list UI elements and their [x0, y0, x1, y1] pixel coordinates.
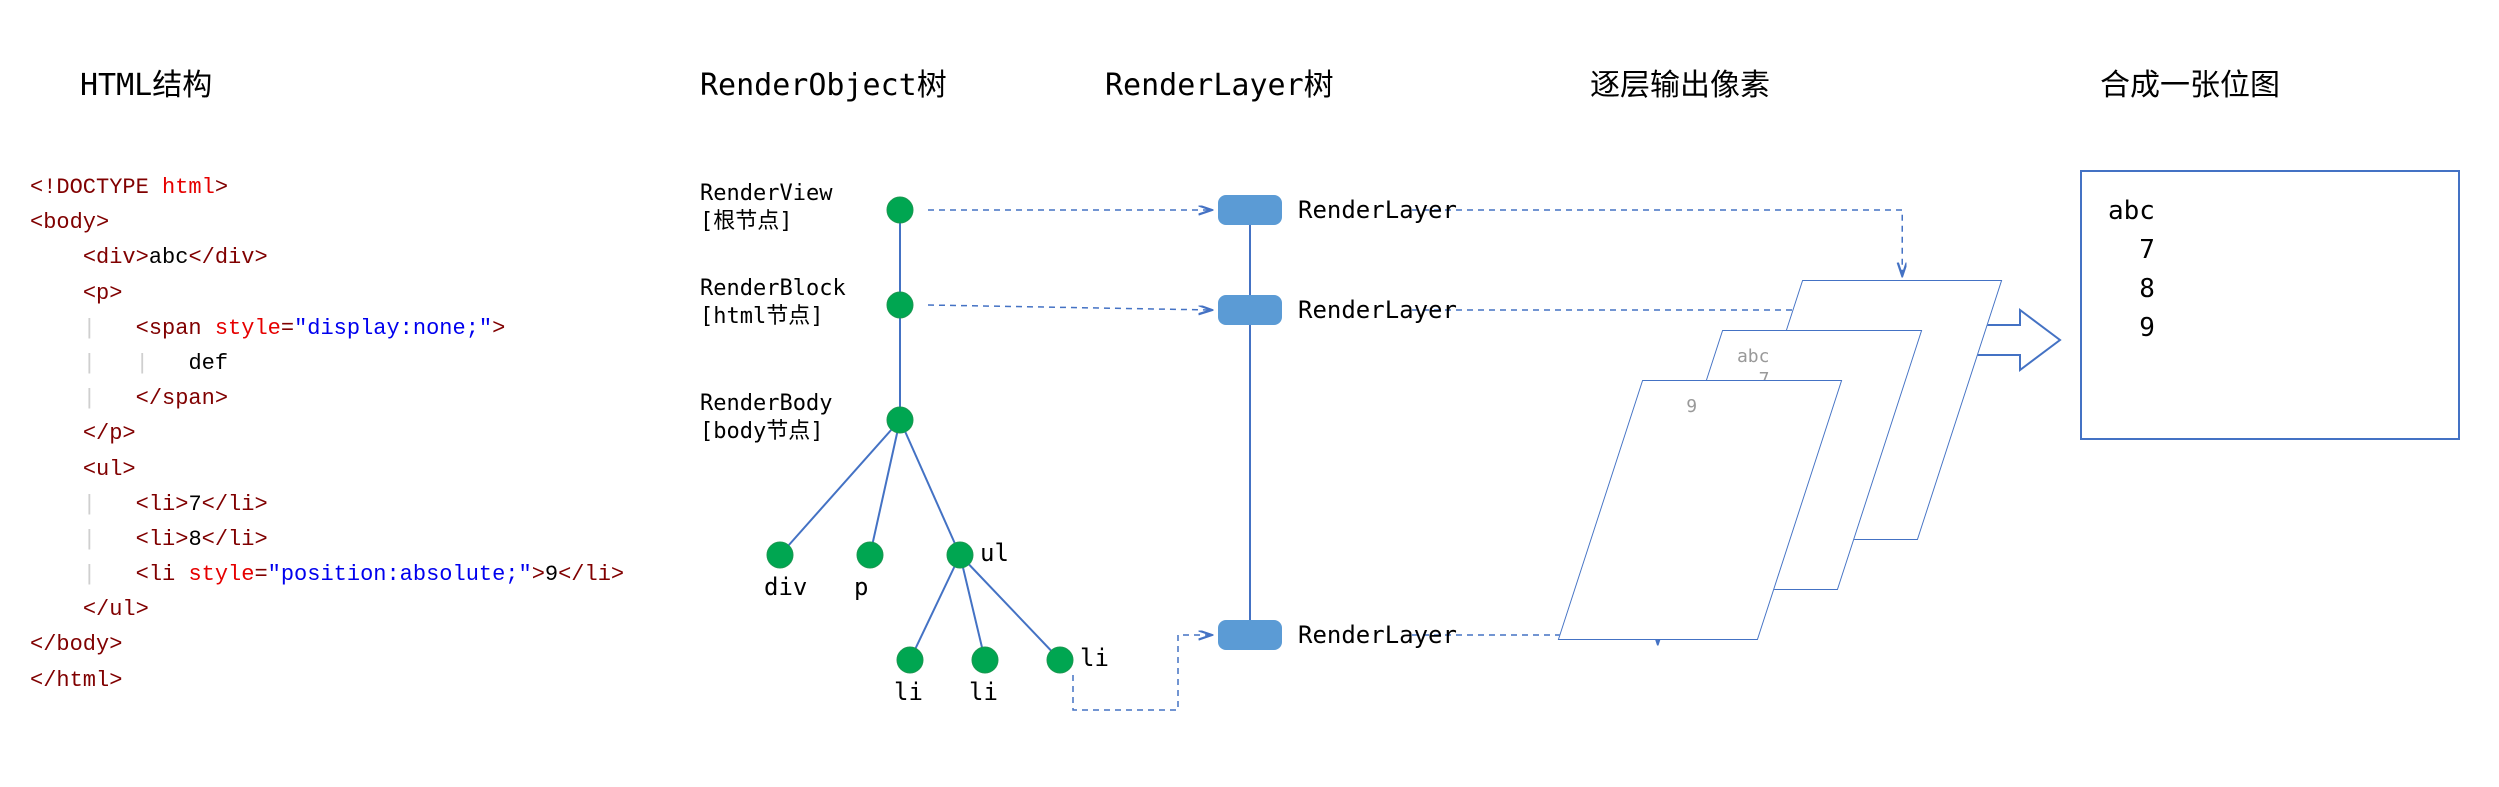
render-object-node-label: li [894, 678, 923, 706]
render-object-node-desc: RenderView [根节点] [700, 180, 832, 235]
render-object-node-label: li [969, 678, 998, 706]
render-layer-label: RenderLayer [1298, 621, 1457, 649]
render-object-node-desc: RenderBlock [html节点] [700, 275, 846, 330]
diagram-stage: HTML结构 RenderObject树 RenderLayer树 逐层输出像素… [0, 0, 2499, 787]
render-object-node-label: div [764, 573, 807, 601]
render-layer-label: RenderLayer [1298, 196, 1457, 224]
render-object-node-desc: RenderBody [body节点] [700, 390, 832, 445]
render-layer-label: RenderLayer [1298, 296, 1457, 324]
render-object-node-label: p [854, 573, 868, 601]
output-bitmap-box: abc 7 8 9 [2080, 170, 2460, 440]
render-object-node-label: li [1080, 644, 1109, 672]
render-object-node-label: ul [980, 539, 1009, 567]
